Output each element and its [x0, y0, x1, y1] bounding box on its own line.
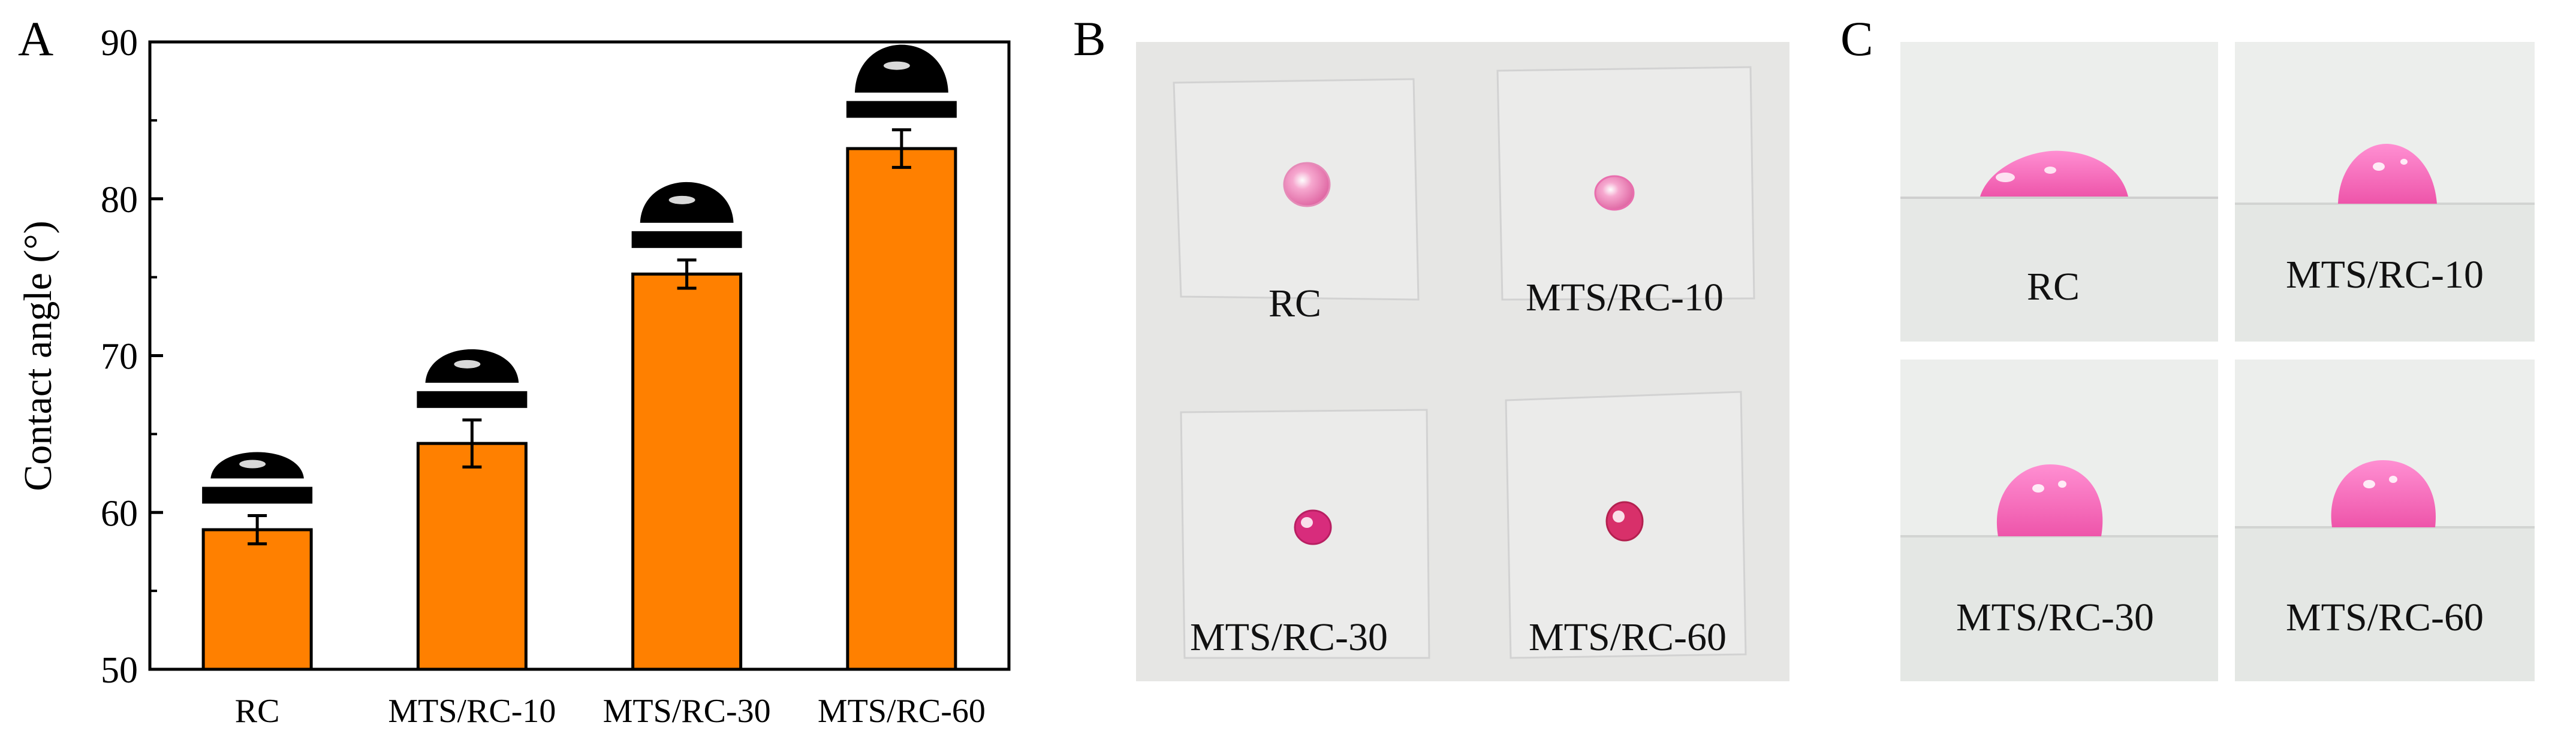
droplet-inset	[202, 452, 313, 504]
film-mts-rc-60: MTS/RC-60	[1505, 391, 1747, 659]
droplet-inset	[631, 182, 742, 248]
photo-b-label-mts-rc-60: MTS/RC-60	[1529, 615, 1727, 659]
photo-c: RC MTS/RC-10 MTS/RC-30	[1900, 42, 2535, 681]
y-tick-label: 50	[101, 650, 138, 691]
droplet-c-rc	[1980, 150, 2128, 197]
x-tick-label: RC	[235, 693, 280, 730]
droplet-c-mts-rc-30	[1996, 464, 2103, 536]
y-axis-ticks: 50 60 70 80 90	[101, 23, 163, 691]
y-tick-label: 70	[101, 337, 138, 377]
film-rc: RC	[1173, 78, 1420, 325]
droplet-mts-rc-60	[1605, 501, 1644, 542]
photo-b-label-rc: RC	[1269, 282, 1321, 325]
droplet-inset	[417, 349, 528, 408]
x-axis-labels: RC MTS/RC-10 MTS/RC-30 MTS/RC-60	[235, 693, 986, 730]
y-tick-label: 60	[101, 493, 138, 534]
x-tick-label: MTS/RC-30	[603, 693, 771, 730]
photo-c-label-rc: RC	[2027, 265, 2080, 309]
bar-chart: 50 60 70 80 90 RC MTS/RC-10 MTS/RC-30 MTS/RC-60…	[16, 23, 1011, 730]
tile-mts-rc-10: MTS/RC-10	[2235, 42, 2535, 342]
bar	[416, 442, 528, 671]
bar	[631, 272, 743, 671]
film-mts-rc-10: MTS/RC-10	[1496, 66, 1755, 319]
tile-rc: RC	[1900, 42, 2218, 342]
droplet-insets	[202, 44, 957, 504]
photo-c-label-mts-rc-10: MTS/RC-10	[2286, 253, 2484, 297]
y-tick-label: 90	[101, 23, 138, 64]
tile-mts-rc-30: MTS/RC-30	[1900, 360, 2218, 681]
droplet-c-mts-rc-60	[2331, 460, 2436, 527]
bars	[201, 147, 957, 671]
tile-mts-rc-60: MTS/RC-60	[2235, 360, 2535, 681]
error-bars	[248, 128, 911, 546]
droplet-mts-rc-30	[1294, 509, 1332, 545]
film-mts-rc-30: MTS/RC-30	[1180, 409, 1430, 659]
photo-c-label-mts-rc-30: MTS/RC-30	[1956, 596, 2154, 639]
droplet-c-mts-rc-10	[2338, 144, 2437, 204]
droplet-inset	[846, 44, 957, 118]
bar	[846, 147, 957, 671]
bar	[201, 528, 313, 671]
y-tick-label: 80	[101, 180, 138, 221]
photo-b: RC MTS/RC-10 MTS/RC-30 MTS/RC-60	[1136, 42, 1789, 681]
x-tick-label: MTS/RC-10	[388, 693, 556, 730]
panel-letter-a: A	[18, 11, 53, 66]
y-axis-label: Contact angle (°)	[16, 221, 60, 491]
droplet-mts-rc-10	[1594, 175, 1635, 211]
x-tick-label: MTS/RC-60	[818, 693, 986, 730]
photo-b-label-mts-rc-10: MTS/RC-10	[1526, 276, 1724, 319]
photo-c-label-mts-rc-60: MTS/RC-60	[2286, 596, 2484, 639]
droplet-rc	[1283, 162, 1331, 207]
panel-letter-c: C	[1840, 11, 1873, 66]
photo-b-label-mts-rc-30: MTS/RC-30	[1190, 615, 1388, 659]
panel-letter-b: B	[1073, 11, 1106, 66]
